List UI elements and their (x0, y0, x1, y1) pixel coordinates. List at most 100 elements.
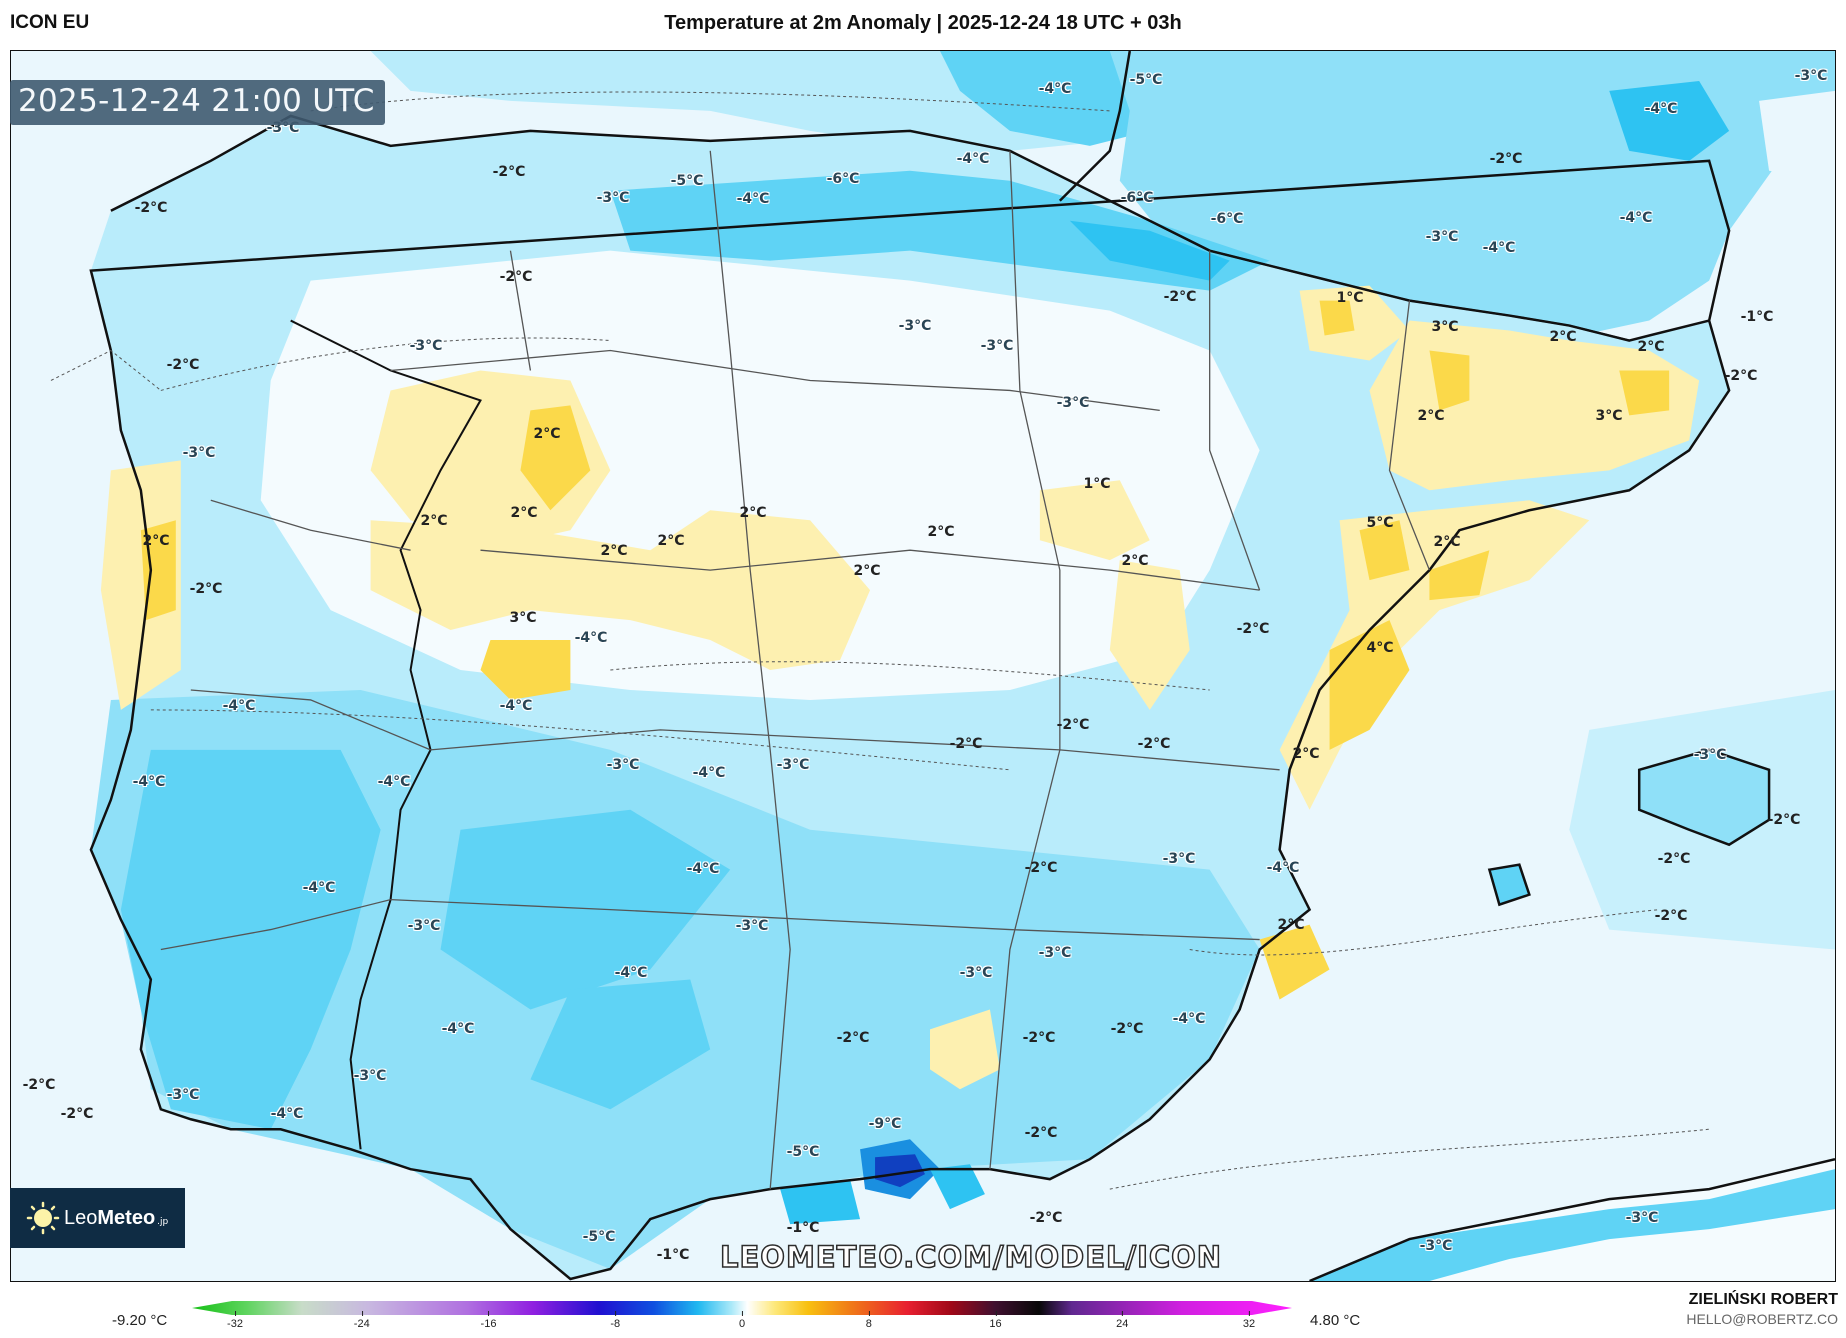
temperature-label: -2°C (1654, 908, 1688, 924)
temperature-label: -2°C (1657, 851, 1691, 867)
temperature-anomaly-map[interactable]: -3°C -2°C -2°C -2°C -3°C -3°C -2°C -3°C 2°C 2°C 2°… (10, 50, 1836, 1282)
temperature-label: -1°C (786, 1220, 820, 1236)
temperature-label: -1°C (1740, 309, 1774, 325)
model-name: ICON EU (10, 12, 90, 33)
temperature-label: -2°C (1110, 1021, 1144, 1037)
legend-max-value: 4.80 °C (1310, 1312, 1361, 1329)
temperature-label: -3°C (1162, 851, 1196, 867)
temperature-label: -4°C (1644, 101, 1678, 117)
temperature-label: -3°C (898, 318, 932, 334)
temperature-label: -3°C (1625, 1210, 1659, 1226)
colorbar (192, 1300, 1292, 1315)
temperature-label: -3°C (1056, 395, 1090, 411)
temperature-label: 1°C (1083, 476, 1111, 492)
logo-wordmark: LeoMeteo (64, 1207, 155, 1230)
temperature-label: -2°C (1056, 717, 1090, 733)
logo-text-light: Leo (64, 1206, 98, 1229)
temperature-label: -2°C (1137, 736, 1171, 752)
author-name: ZIELIŃSKI ROBERT (1688, 1291, 1838, 1308)
temperature-label: 2°C (1417, 408, 1445, 424)
temperature-label: 2°C (1277, 917, 1305, 933)
sun-icon (26, 1201, 60, 1235)
temperature-label: 2°C (1433, 534, 1461, 550)
temperature-label: -4°C (270, 1106, 304, 1122)
temperature-label: -6°C (1210, 211, 1244, 227)
temperature-label: -4°C (736, 191, 770, 207)
colorbar-tick: -16 (481, 1311, 496, 1330)
temperature-label: -2°C (1767, 812, 1801, 828)
temperature-label: 2°C (510, 505, 538, 521)
temperature-label: 2°C (533, 426, 561, 442)
temperature-label: 2°C (142, 533, 170, 549)
temperature-label: -4°C (1172, 1011, 1206, 1027)
temperature-label: 5°C (1366, 515, 1394, 531)
temperature-label: -3°C (959, 965, 993, 981)
temperature-label: -2°C (189, 581, 223, 597)
temperature-label: -4°C (574, 630, 608, 646)
author-email[interactable]: HELLO@ROBERTZ.CO (1686, 1311, 1838, 1327)
temperature-label: 2°C (1292, 746, 1320, 762)
temperature-label: -4°C (222, 698, 256, 714)
temperature-label: -5°C (582, 1229, 616, 1245)
temperature-label: -1°C (656, 1247, 690, 1263)
logo-text-bold: Meteo (97, 1206, 156, 1229)
temperature-label: -4°C (956, 151, 990, 167)
temperature-label: -4°C (1038, 81, 1072, 97)
temperature-label: -2°C (1029, 1210, 1063, 1226)
temperature-label: -2°C (166, 357, 200, 373)
temperature-label: 2°C (657, 533, 685, 549)
colorbar-ticks: -32 -24 -16 -8 0 8 16 24 32 (192, 1311, 1292, 1337)
temperature-label: -2°C (134, 200, 168, 216)
temperature-label: 3°C (1431, 319, 1459, 335)
temperature-label: -3°C (409, 338, 443, 354)
temperature-label: 2°C (927, 524, 955, 540)
temperature-label: -3°C (166, 1087, 200, 1103)
temperature-label: -3°C (1794, 68, 1828, 84)
leometeo-logo[interactable]: LeoMeteo .jp (10, 1188, 185, 1248)
temperature-label: -3°C (353, 1068, 387, 1084)
temperature-label: -5°C (786, 1144, 820, 1160)
temperature-label: -4°C (1266, 860, 1300, 876)
temperature-label: -4°C (692, 765, 726, 781)
temperature-label: -2°C (1724, 368, 1758, 384)
temperature-label: -3°C (980, 338, 1014, 354)
temperature-label: -4°C (686, 861, 720, 877)
temperature-label: -3°C (1425, 229, 1459, 245)
map-canvas (11, 51, 1835, 1281)
temperature-label: -2°C (1024, 860, 1058, 876)
temperature-label: -2°C (949, 736, 983, 752)
temperature-label: -3°C (735, 918, 769, 934)
colorbar-tick: -24 (354, 1311, 370, 1330)
temperature-label: 1°C (1336, 290, 1364, 306)
temperature-label: -2°C (1022, 1030, 1056, 1046)
temperature-label: -3°C (182, 445, 216, 461)
temperature-label: 2°C (1121, 553, 1149, 569)
temperature-label: -4°C (132, 774, 166, 790)
temperature-label: -2°C (60, 1106, 94, 1122)
temperature-label: 3°C (1595, 408, 1623, 424)
temperature-label: -3°C (606, 757, 640, 773)
temperature-label: -3°C (407, 918, 441, 934)
temperature-label: -2°C (1024, 1125, 1058, 1141)
watermark-url: LEOMETEO.COM/MODEL/ICON (719, 1239, 1223, 1275)
temperature-label: -4°C (302, 880, 336, 896)
temperature-label: -4°C (1619, 210, 1653, 226)
temperature-label: -9°C (868, 1116, 902, 1132)
colorbar-tick: 16 (989, 1311, 1002, 1330)
temperature-label: -4°C (614, 965, 648, 981)
colorbar-tick: -32 (227, 1311, 243, 1330)
author-credit: ZIELIŃSKI ROBERT HELLO@ROBERTZ.CO (1686, 1291, 1838, 1327)
temperature-label: -6°C (826, 171, 860, 187)
temperature-label: -2°C (492, 164, 526, 180)
temperature-label: -3°C (776, 757, 810, 773)
temperature-label: -4°C (377, 774, 411, 790)
temperature-label: -5°C (670, 173, 704, 189)
temperature-label: -2°C (1163, 289, 1197, 305)
temperature-label: 4°C (1366, 640, 1394, 656)
temperature-label: 2°C (1637, 339, 1665, 355)
legend-min-value: -9.20 °C (112, 1312, 168, 1329)
colorbar-tick: 8 (866, 1311, 872, 1330)
temperature-label: 3°C (509, 610, 537, 626)
temperature-label: -4°C (1482, 240, 1516, 256)
temperature-label: -4°C (499, 698, 533, 714)
